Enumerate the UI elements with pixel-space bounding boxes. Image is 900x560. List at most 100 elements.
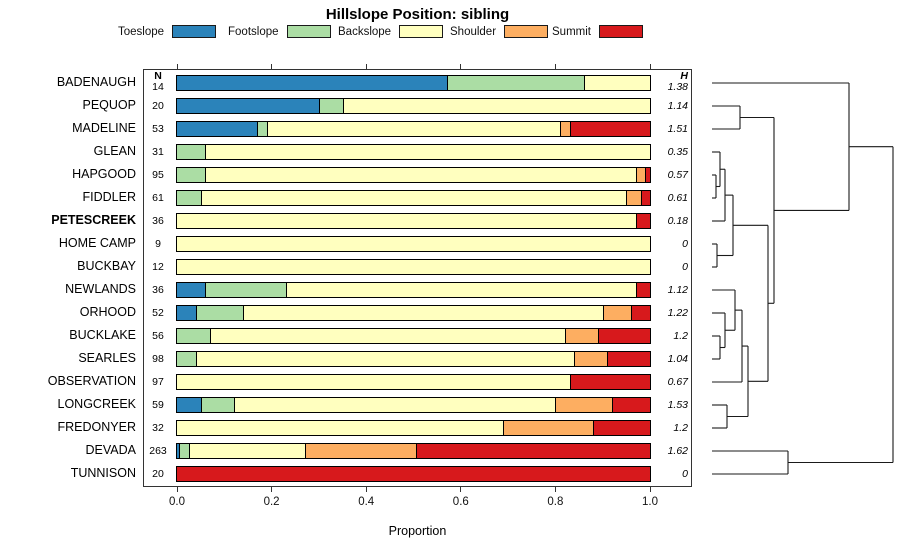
h-value: 0.18 — [667, 215, 688, 227]
legend-swatch — [598, 25, 643, 38]
plot-area-border — [143, 69, 692, 487]
bar-segment-toeslope — [177, 99, 319, 113]
legend-swatch — [399, 25, 444, 38]
n-value: 20 — [152, 468, 164, 480]
row-label: PEQUOP — [82, 98, 137, 112]
axis-tick-bottom — [176, 487, 178, 492]
h-value: 0.35 — [667, 146, 688, 158]
stacked-bar — [176, 420, 651, 436]
row-label: HAPGOOD — [72, 167, 136, 181]
axis-tick-top — [649, 64, 651, 69]
stacked-bar — [176, 397, 651, 413]
n-value: 32 — [152, 422, 164, 434]
row-label: TUNNISON — [70, 466, 136, 480]
bar-segment-footslope — [257, 122, 267, 136]
bar-segment-toeslope — [177, 444, 179, 458]
n-value: 61 — [152, 192, 164, 204]
h-value: 1.2 — [673, 422, 688, 434]
row-label: FREDONYER — [57, 420, 136, 434]
n-value: 9 — [155, 238, 161, 250]
n-value: 31 — [152, 146, 164, 158]
h-value: 1.22 — [667, 307, 688, 319]
row-label: BUCKBAY — [77, 259, 136, 273]
n-value: 56 — [152, 330, 164, 342]
axis-tick-bottom — [271, 487, 273, 492]
bar-segment-summit — [593, 421, 650, 435]
bar-segment-footslope — [177, 168, 206, 182]
axis-tick-top — [554, 64, 557, 69]
bar-segment-backslope — [205, 145, 650, 159]
bar-segment-footslope — [177, 191, 201, 205]
bar-segment-footslope — [177, 352, 196, 366]
bar-segment-backslope — [177, 375, 570, 389]
bar-segment-footslope — [318, 99, 343, 113]
bar-segment-footslope — [177, 145, 206, 159]
stacked-bar — [176, 75, 651, 91]
row-label: PETESCREEK — [51, 213, 136, 227]
bar-segment-backslope — [583, 76, 650, 90]
row-label: LONGCREEK — [57, 397, 137, 411]
row-label: HOME CAMP — [58, 236, 136, 250]
bar-segment-backslope — [243, 306, 603, 320]
axis-tick-label: 0.8 — [547, 496, 564, 508]
stacked-bar — [176, 443, 651, 459]
stacked-bar — [176, 328, 651, 344]
bar-segment-summit — [640, 191, 650, 205]
stacked-bar — [176, 121, 651, 137]
axis-tick-top — [365, 64, 367, 69]
stacked-bar — [176, 213, 651, 229]
bar-segment-summit — [631, 306, 650, 320]
legend-item-backslope: Backslope — [338, 24, 444, 39]
bar-segment-shoulder — [560, 122, 570, 136]
axis-tick-label: 0.6 — [452, 496, 469, 508]
bar-segment-summit — [635, 214, 650, 228]
bar-segment-summit — [612, 398, 650, 412]
bar-segment-backslope — [195, 352, 575, 366]
x-axis-label: Proportion — [388, 524, 447, 538]
h-value: 1.62 — [667, 445, 688, 457]
bar-segment-backslope — [266, 122, 561, 136]
row-label: BADENAUGH — [56, 75, 136, 89]
h-value: 0 — [682, 468, 688, 480]
n-value: 12 — [152, 261, 164, 273]
axis-tick-top — [271, 64, 273, 69]
h-value: 1.04 — [667, 353, 688, 365]
axis-tick-label: 1.0 — [642, 496, 658, 508]
h-column-header: H — [680, 70, 688, 82]
bar-segment-shoulder — [602, 306, 632, 320]
bar-segment-summit — [607, 352, 650, 366]
bar-segment-backslope — [177, 214, 636, 228]
bar-segment-footslope — [195, 306, 244, 320]
bar-segment-backslope — [285, 283, 636, 297]
axis-tick-label: 0.4 — [358, 496, 375, 508]
legend-label: Summit — [552, 25, 591, 38]
stacked-bar — [176, 374, 651, 390]
bar-segment-summit — [177, 467, 650, 481]
bar-segment-summit — [569, 375, 650, 389]
row-label: SEARLES — [78, 351, 136, 365]
n-value: 59 — [152, 399, 164, 411]
n-value: 53 — [152, 123, 164, 135]
axis-tick-label: 0.0 — [169, 496, 185, 508]
chart-title: Hillslope Position: sibling — [325, 6, 510, 23]
h-value: 1.12 — [667, 284, 688, 296]
bar-segment-footslope — [205, 283, 286, 297]
h-value: 0.57 — [667, 169, 688, 181]
row-label: FIDDLER — [82, 190, 136, 204]
bar-segment-shoulder — [304, 444, 416, 458]
stacked-bar — [176, 236, 651, 252]
legend-swatch — [286, 25, 331, 38]
row-label: NEWLANDS — [65, 282, 136, 296]
bar-segment-footslope — [177, 329, 211, 343]
bar-segment-footslope — [446, 76, 584, 90]
bar-segment-summit — [635, 283, 650, 297]
legend-label: Toeslope — [118, 25, 165, 38]
bar-segment-toeslope — [177, 122, 258, 136]
row-label: MADELINE — [72, 121, 136, 135]
stacked-bar — [176, 190, 651, 206]
bar-segment-summit — [597, 329, 650, 343]
axis-tick-bottom — [460, 487, 462, 492]
h-value: 1.51 — [667, 123, 688, 135]
